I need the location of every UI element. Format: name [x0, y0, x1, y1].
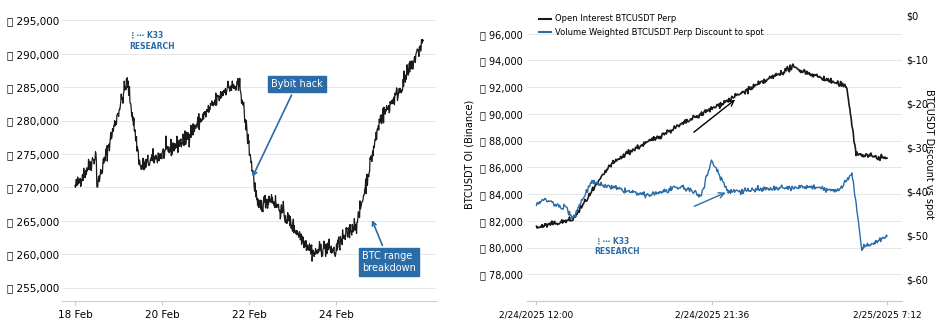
Legend: Open Interest BTCUSDT Perp, Volume Weighted BTCUSDT Perp Discount to spot: Open Interest BTCUSDT Perp, Volume Weigh… [535, 11, 767, 40]
Y-axis label: BTCUSDT OI (Binance): BTCUSDT OI (Binance) [464, 99, 474, 209]
Text: BTC range
breakdown: BTC range breakdown [362, 222, 416, 273]
Text: Bybit hack: Bybit hack [253, 79, 323, 175]
Text: ⋮⋯ K33
RESEARCH: ⋮⋯ K33 RESEARCH [595, 236, 640, 256]
Y-axis label: BTCUSDT Discount vs spot: BTCUSDT Discount vs spot [924, 89, 934, 219]
Text: ⋮⋯ K33
RESEARCH: ⋮⋯ K33 RESEARCH [129, 30, 175, 51]
